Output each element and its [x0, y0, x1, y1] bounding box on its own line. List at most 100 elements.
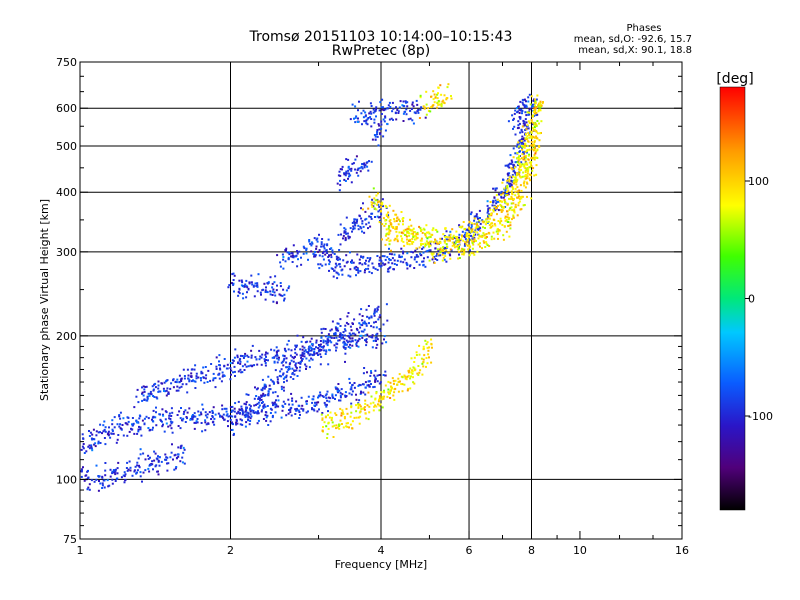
data-point — [113, 416, 116, 419]
data-point — [363, 328, 366, 331]
data-point — [523, 184, 526, 187]
data-point — [170, 382, 173, 385]
data-point — [377, 144, 380, 147]
data-point — [183, 410, 186, 413]
data-point — [388, 232, 391, 235]
data-point — [256, 290, 259, 293]
data-point — [233, 407, 236, 410]
data-point — [347, 312, 350, 314]
data-point — [367, 117, 370, 119]
data-point — [277, 358, 280, 361]
data-point — [383, 395, 386, 398]
data-point — [525, 133, 527, 136]
data-point — [246, 291, 248, 294]
data-point — [351, 383, 354, 386]
data-point — [514, 177, 517, 180]
data-point — [539, 104, 542, 107]
data-point — [444, 255, 447, 257]
data-point — [317, 263, 320, 266]
data-point — [528, 161, 531, 164]
data-point — [390, 385, 392, 388]
data-point — [232, 359, 235, 362]
data-point — [531, 137, 534, 140]
data-point — [230, 429, 233, 431]
data-point — [275, 289, 278, 292]
data-point — [401, 390, 404, 393]
data-point — [285, 366, 288, 369]
data-point — [482, 221, 485, 224]
data-point — [541, 102, 544, 105]
data-point — [305, 357, 308, 360]
data-point — [262, 288, 264, 291]
data-point — [237, 370, 240, 373]
data-point — [489, 208, 492, 211]
data-point — [371, 205, 374, 208]
data-point — [345, 321, 348, 324]
data-point — [245, 403, 247, 406]
data-point — [381, 203, 384, 206]
data-point — [439, 248, 442, 251]
data-point — [349, 174, 352, 177]
data-point — [347, 323, 350, 326]
data-point — [518, 158, 521, 161]
data-point — [223, 375, 226, 377]
data-point — [300, 256, 302, 259]
data-point — [287, 398, 290, 401]
data-point — [336, 277, 339, 280]
data-point — [226, 363, 229, 366]
data-point — [520, 195, 523, 198]
data-point — [437, 92, 439, 95]
data-point — [201, 430, 204, 433]
data-point — [233, 370, 236, 373]
data-point — [401, 104, 404, 107]
data-point — [373, 309, 376, 312]
data-point — [432, 252, 435, 255]
data-point — [525, 175, 528, 178]
data-point — [261, 353, 264, 356]
data-point — [437, 253, 440, 256]
data-point — [335, 264, 338, 267]
data-point — [362, 330, 365, 333]
data-point — [344, 236, 347, 239]
data-point — [378, 259, 381, 262]
data-point — [311, 407, 313, 410]
data-point — [82, 466, 84, 469]
data-point — [530, 197, 533, 200]
data-point — [349, 325, 352, 328]
data-point — [479, 222, 482, 225]
data-point — [204, 419, 207, 422]
data-point — [309, 340, 312, 343]
data-point — [137, 430, 140, 433]
data-point — [370, 325, 373, 328]
data-point — [331, 425, 334, 428]
data-point — [336, 390, 339, 392]
data-point — [437, 249, 440, 252]
data-point — [347, 235, 350, 238]
data-point — [523, 98, 526, 101]
data-point — [271, 416, 274, 419]
data-point — [349, 343, 351, 346]
data-point — [413, 258, 416, 261]
data-point — [407, 369, 410, 372]
data-point — [344, 348, 347, 350]
data-point — [449, 248, 452, 251]
data-point — [487, 210, 490, 213]
data-point — [153, 459, 156, 462]
data-point — [375, 106, 378, 109]
data-point — [428, 245, 431, 248]
data-point — [412, 366, 415, 369]
data-point — [318, 408, 320, 411]
data-point — [291, 399, 294, 402]
data-point — [388, 247, 390, 250]
data-point — [363, 322, 366, 325]
data-point — [391, 377, 394, 380]
data-point — [539, 132, 542, 135]
data-point — [384, 116, 387, 119]
data-point — [362, 383, 365, 386]
data-point — [267, 375, 270, 378]
data-point — [167, 425, 170, 428]
data-point — [515, 173, 518, 175]
data-point — [376, 343, 379, 346]
data-point — [366, 404, 369, 407]
data-point — [307, 351, 310, 354]
